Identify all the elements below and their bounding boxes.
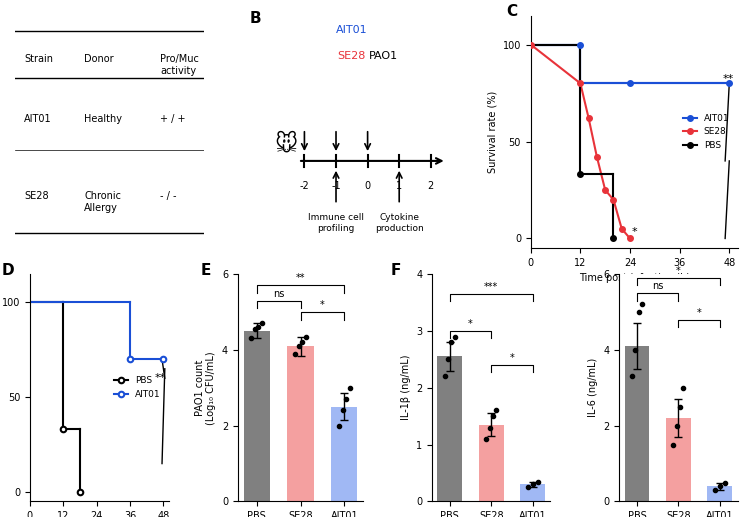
Y-axis label: IL-1β (ng/mL): IL-1β (ng/mL) [401,355,410,420]
Bar [624,346,650,501]
Bar [437,357,462,501]
Text: AIT01: AIT01 [336,25,367,35]
Text: *: * [320,300,325,310]
Text: *: * [510,353,514,363]
Text: ns: ns [652,281,663,291]
Text: -1: -1 [332,181,340,191]
Text: Cytokine
production: Cytokine production [375,213,424,233]
Text: 1: 1 [396,181,402,191]
Text: *: * [676,266,681,276]
Text: *: * [468,319,473,329]
Text: PAO1: PAO1 [369,51,398,61]
Text: Immune cell
profiling: Immune cell profiling [308,213,364,233]
Bar [520,484,545,501]
Y-axis label: IL-6 (ng/mL): IL-6 (ng/mL) [588,358,597,417]
Text: Pro/Muc
activity: Pro/Muc activity [160,54,199,76]
Bar [288,346,314,501]
Text: -2: -2 [299,181,309,191]
Text: 🐭: 🐭 [274,133,297,154]
Text: *: * [631,226,637,237]
Bar [479,425,504,501]
Legend: PBS, AIT01: PBS, AIT01 [111,373,165,403]
Text: ns: ns [273,288,285,299]
Text: Strain: Strain [25,54,54,64]
Text: C: C [506,4,517,19]
Text: **: ** [296,273,305,283]
Text: - / -: - / - [160,191,177,201]
Text: Healthy: Healthy [84,114,122,124]
Text: + / +: + / + [160,114,186,124]
Text: Chronic
Allergy: Chronic Allergy [84,191,121,213]
X-axis label: Time post-infection (h): Time post-infection (h) [579,273,690,283]
Text: Donor: Donor [84,54,114,64]
Bar [666,418,691,501]
Text: 0: 0 [364,181,371,191]
Text: E: E [200,263,211,278]
Text: 2: 2 [428,181,434,191]
Bar [332,407,358,501]
Text: AIT01: AIT01 [25,114,52,124]
Bar [707,486,732,501]
Y-axis label: PAO1 count
(Log₁₀ CFU/mL): PAO1 count (Log₁₀ CFU/mL) [194,351,216,424]
Text: SE28: SE28 [337,51,366,61]
Bar [244,331,270,501]
Text: SE28: SE28 [25,191,49,201]
Text: D: D [2,263,15,278]
Text: **: ** [155,373,166,383]
Text: ***: *** [484,282,498,292]
Y-axis label: Survival rate (%): Survival rate (%) [487,90,497,173]
Text: *: * [697,308,702,317]
Text: F: F [390,263,401,278]
Text: B: B [250,11,261,26]
Legend: AIT01, SE28, PBS: AIT01, SE28, PBS [679,110,733,154]
Text: **: ** [722,74,733,84]
